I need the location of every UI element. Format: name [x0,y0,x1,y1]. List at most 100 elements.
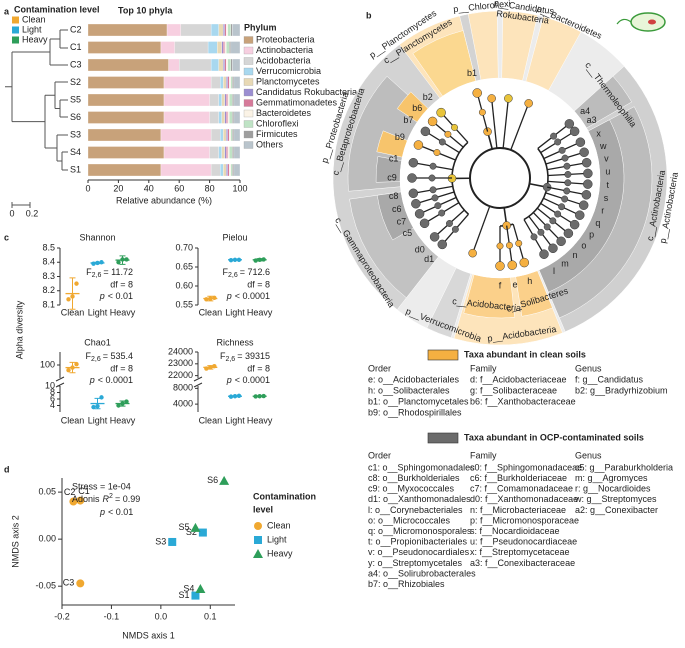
y-tick-label: 0.60 [175,280,193,290]
bar-segment [209,146,219,159]
stat-df: df = 8 [110,363,133,373]
data-point [254,522,262,530]
bar-segment [226,23,228,37]
leaf-label: b7 [403,115,413,125]
bar-segment [223,58,225,72]
y-axis-label: NMDS axis 2 [10,515,20,568]
bar-segment [87,58,169,72]
legend-item: l: o__Corynebacteriales [368,505,463,515]
leaf [427,116,438,127]
error-bar [256,395,263,398]
bar-segment [210,23,219,37]
leaf-label: c1 [389,154,399,164]
node [549,217,557,225]
legend-label: Planctomycetes [256,76,320,86]
stat-p-letter: p [226,375,232,385]
leaf [468,248,477,258]
bar-segment [209,111,219,124]
legend-item: f: g__Candidatus [575,374,644,384]
leaf-label: h [527,276,532,286]
node [438,138,446,146]
bar-segment [87,23,168,37]
legend-swatch [12,16,19,24]
annotation-part: 2 [109,493,113,500]
legend-label: Actinobacteria [256,45,313,55]
legend-item: v: o__Pseudonocardiales [368,547,470,557]
y-tick-label: 6 [50,393,55,403]
error-bar [207,365,214,370]
x-tick-label: Light [225,415,245,425]
node [434,202,442,210]
stat-f-value: = 39315 [237,351,270,361]
bar-segment [220,76,224,89]
legend-header: Genus [575,450,602,460]
node [563,162,571,170]
node [451,225,459,233]
leaf [548,243,558,254]
x-tick-label: 80 [205,183,215,193]
node [433,149,441,156]
bar-segment [224,111,227,124]
stat-df-sub: 2,6 [91,356,101,363]
legend-header: Order [368,450,391,460]
panel-label: c [4,232,9,242]
leaf-label: b2 [423,92,433,102]
leaf [436,107,446,118]
axis-break [193,376,203,388]
bar-segment [210,163,221,177]
y-tick-label: -0.05 [35,581,56,591]
x-tick-label: Heavy [110,415,136,425]
leaf [563,228,574,239]
legend-title: Taxa abundant in OCP-contaminated soils [464,432,644,442]
bar-segment [87,93,165,107]
stat-f-letter: F [222,267,228,277]
leaf [578,200,589,210]
bar-segment [217,41,222,54]
bar-segment [87,163,162,177]
legend-title: Phylum [244,22,277,32]
data-point [168,537,177,546]
legend-item: c9: o__Myxococcales [368,484,455,494]
legend-item: w: g__Streptomyces [574,494,657,504]
leaf [539,249,549,259]
annotation: Adonis R2 = 0.99 [72,493,140,505]
legend-swatch [427,349,459,361]
error-bar [69,361,76,374]
legend-label: Proteobacteria [256,34,315,44]
leaf [583,168,593,179]
node [554,138,562,146]
bar-segment [226,146,228,159]
legend-header: Family [470,363,497,373]
sample-label: S4 [70,147,81,157]
error-bar [119,400,126,407]
legend-item: u: f__Pseudonocardiaceae [470,537,577,547]
y-tick-label: 8.2 [42,285,55,295]
sample-label: S2 [70,77,81,87]
bar-segment [233,93,241,107]
bar-segment [227,58,232,72]
annotation-part: < 0.01 [108,507,133,517]
annotation-part: R [103,494,110,504]
legend-swatch [243,78,254,86]
stat-p: p < 0.01 [99,291,133,301]
point-label: C2 [64,487,76,497]
legend-swatch [12,36,19,44]
bar-segment [230,58,233,72]
plot-title: Pielou [222,232,247,242]
x-tick-label: Light [88,307,108,317]
legend-label: Bacteroidetes [256,108,312,118]
panel-label: b [366,10,372,20]
sample-label: S5 [70,94,81,104]
bar-segment [232,111,235,124]
leaf [495,261,505,271]
error-bar [69,277,76,310]
leaf [420,126,431,137]
x-tick-label: Light [88,415,108,425]
leaf [408,157,419,168]
legend-label: Heavy [267,548,293,558]
legend-item: b7: o__Rhizobiales [368,579,445,589]
bar-segment [233,163,241,177]
bar-segment [209,93,219,107]
point-label: S5 [178,522,189,532]
